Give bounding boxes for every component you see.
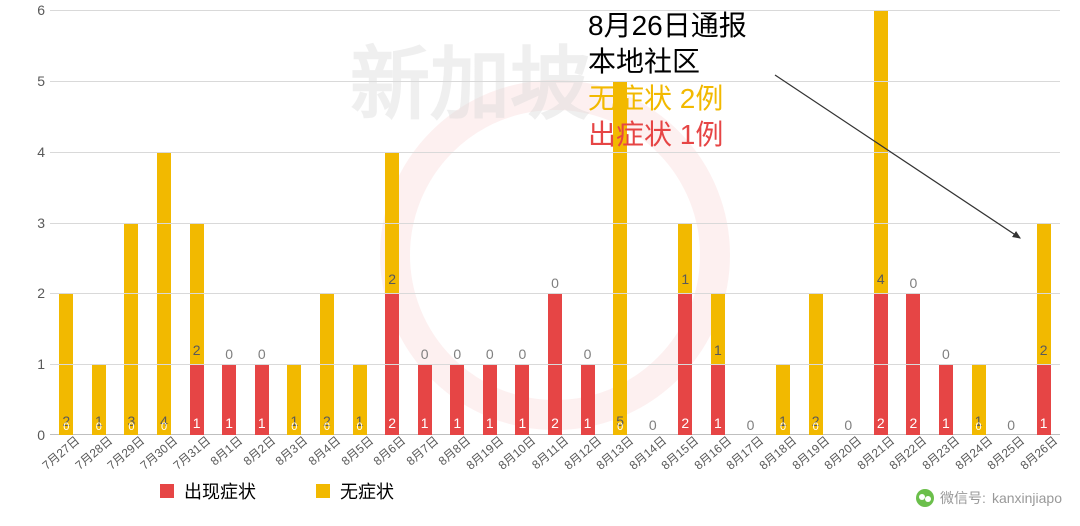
bar-seg-symptomatic: 1 [581,364,595,435]
y-tick-label: 1 [25,356,45,372]
footer: 微信号: kanxinjiapo [916,488,1062,508]
bar-value-symptomatic: 1 [939,415,953,431]
bar-zero-label: 0 [743,417,757,433]
legend-label-asymptomatic: 无症状 [340,478,394,504]
bar-value-symptomatic: 1 [450,415,464,431]
bar-zero-label: 0 [906,275,920,291]
bar-value-symptomatic: 2 [678,415,692,431]
bar-zero-label: 0 [353,421,367,433]
legend-item-asymptomatic: 无症状 [316,478,394,504]
legend: 出现症状 无症状 [160,478,394,504]
bar-zero-label: 0 [841,417,855,433]
bar-zero-label: 0 [92,421,106,433]
bar-zero-label: 0 [418,346,432,362]
bar-zero-label: 0 [972,421,986,433]
annotation-line3: 无症状 2例 [588,81,747,117]
bar-value-symptomatic: 1 [483,415,497,431]
bar-seg-symptomatic: 1 [418,364,432,435]
gridline [50,293,1060,294]
chart-container: 新加坡 201030401210101020102210101010201050… [0,0,1080,526]
legend-swatch-asymptomatic [316,484,330,498]
bar-zero-label: 0 [255,346,269,362]
annotation-line4: 出症状 1例 [588,117,747,153]
annotation-block: 8月26日通报 本地社区 无症状 2例 出症状 1例 [588,8,747,154]
bar-value-asymptomatic: 1 [678,271,692,287]
y-tick-label: 5 [25,73,45,89]
bar-zero-label: 0 [483,346,497,362]
gridline [50,10,1060,11]
legend-swatch-symptomatic [160,484,174,498]
bar-zero-label: 0 [548,275,562,291]
y-tick-label: 4 [25,144,45,160]
bar-value-symptomatic: 2 [906,415,920,431]
bar-seg-symptomatic: 1 [190,364,204,435]
bar-zero-label: 0 [1004,417,1018,433]
gridline [50,81,1060,82]
bar-zero-label: 0 [515,346,529,362]
bar-seg-symptomatic: 1 [222,364,236,435]
bar-value-symptomatic: 2 [548,415,562,431]
plot-area: 2010304012101010201022101010102010500211… [50,10,1060,435]
bar-value-asymptomatic: 2 [385,271,399,287]
bar-zero-label: 0 [809,421,823,433]
bar-value-asymptomatic: 1 [711,342,725,358]
bar-seg-symptomatic: 1 [515,364,529,435]
bar-value-symptomatic: 1 [581,415,595,431]
bar-seg-symptomatic: 1 [939,364,953,435]
bar-seg-symptomatic: 1 [711,364,725,435]
annotation-line2: 本地社区 [588,44,747,80]
bar-value-asymptomatic: 4 [874,271,888,287]
bar-seg-symptomatic: 1 [483,364,497,435]
y-tick-label: 0 [25,427,45,443]
wechat-icon [916,489,934,507]
bar-zero-label: 0 [450,346,464,362]
bar-seg-asymptomatic: 1 [678,223,692,294]
bar-value-symptomatic: 2 [385,415,399,431]
bar-zero-label: 0 [646,417,660,433]
gridline [50,152,1060,153]
bar-zero-label: 0 [581,346,595,362]
footer-label: 微信号: [940,488,986,508]
bar-value-symptomatic: 1 [515,415,529,431]
y-tick-label: 2 [25,285,45,301]
bar-value-asymptomatic: 2 [1037,342,1051,358]
bar-seg-asymptomatic: 3 [124,223,138,436]
legend-label-symptomatic: 出现症状 [184,478,256,504]
bar-zero-label: 0 [222,346,236,362]
bar-value-symptomatic: 2 [874,415,888,431]
bar-seg-asymptomatic: 1 [711,293,725,364]
bar-value-symptomatic: 1 [711,415,725,431]
gridline [50,364,1060,365]
bar-value-symptomatic: 1 [1037,415,1051,431]
bar-seg-symptomatic: 1 [1037,364,1051,435]
bar-value-symptomatic: 1 [222,415,236,431]
annotation-line1: 8月26日通报 [588,8,747,44]
bar-zero-label: 0 [939,346,953,362]
bar-value-symptomatic: 1 [255,415,269,431]
bar-value-symptomatic: 1 [190,415,204,431]
bar-seg-symptomatic: 1 [255,364,269,435]
y-tick-label: 3 [25,215,45,231]
legend-item-symptomatic: 出现症状 [160,478,256,504]
bar-seg-symptomatic: 1 [450,364,464,435]
gridline [50,223,1060,224]
footer-value: kanxinjiapo [992,490,1062,506]
bar-value-asymptomatic: 2 [190,342,204,358]
bar-value-symptomatic: 1 [418,415,432,431]
y-tick-label: 6 [25,2,45,18]
